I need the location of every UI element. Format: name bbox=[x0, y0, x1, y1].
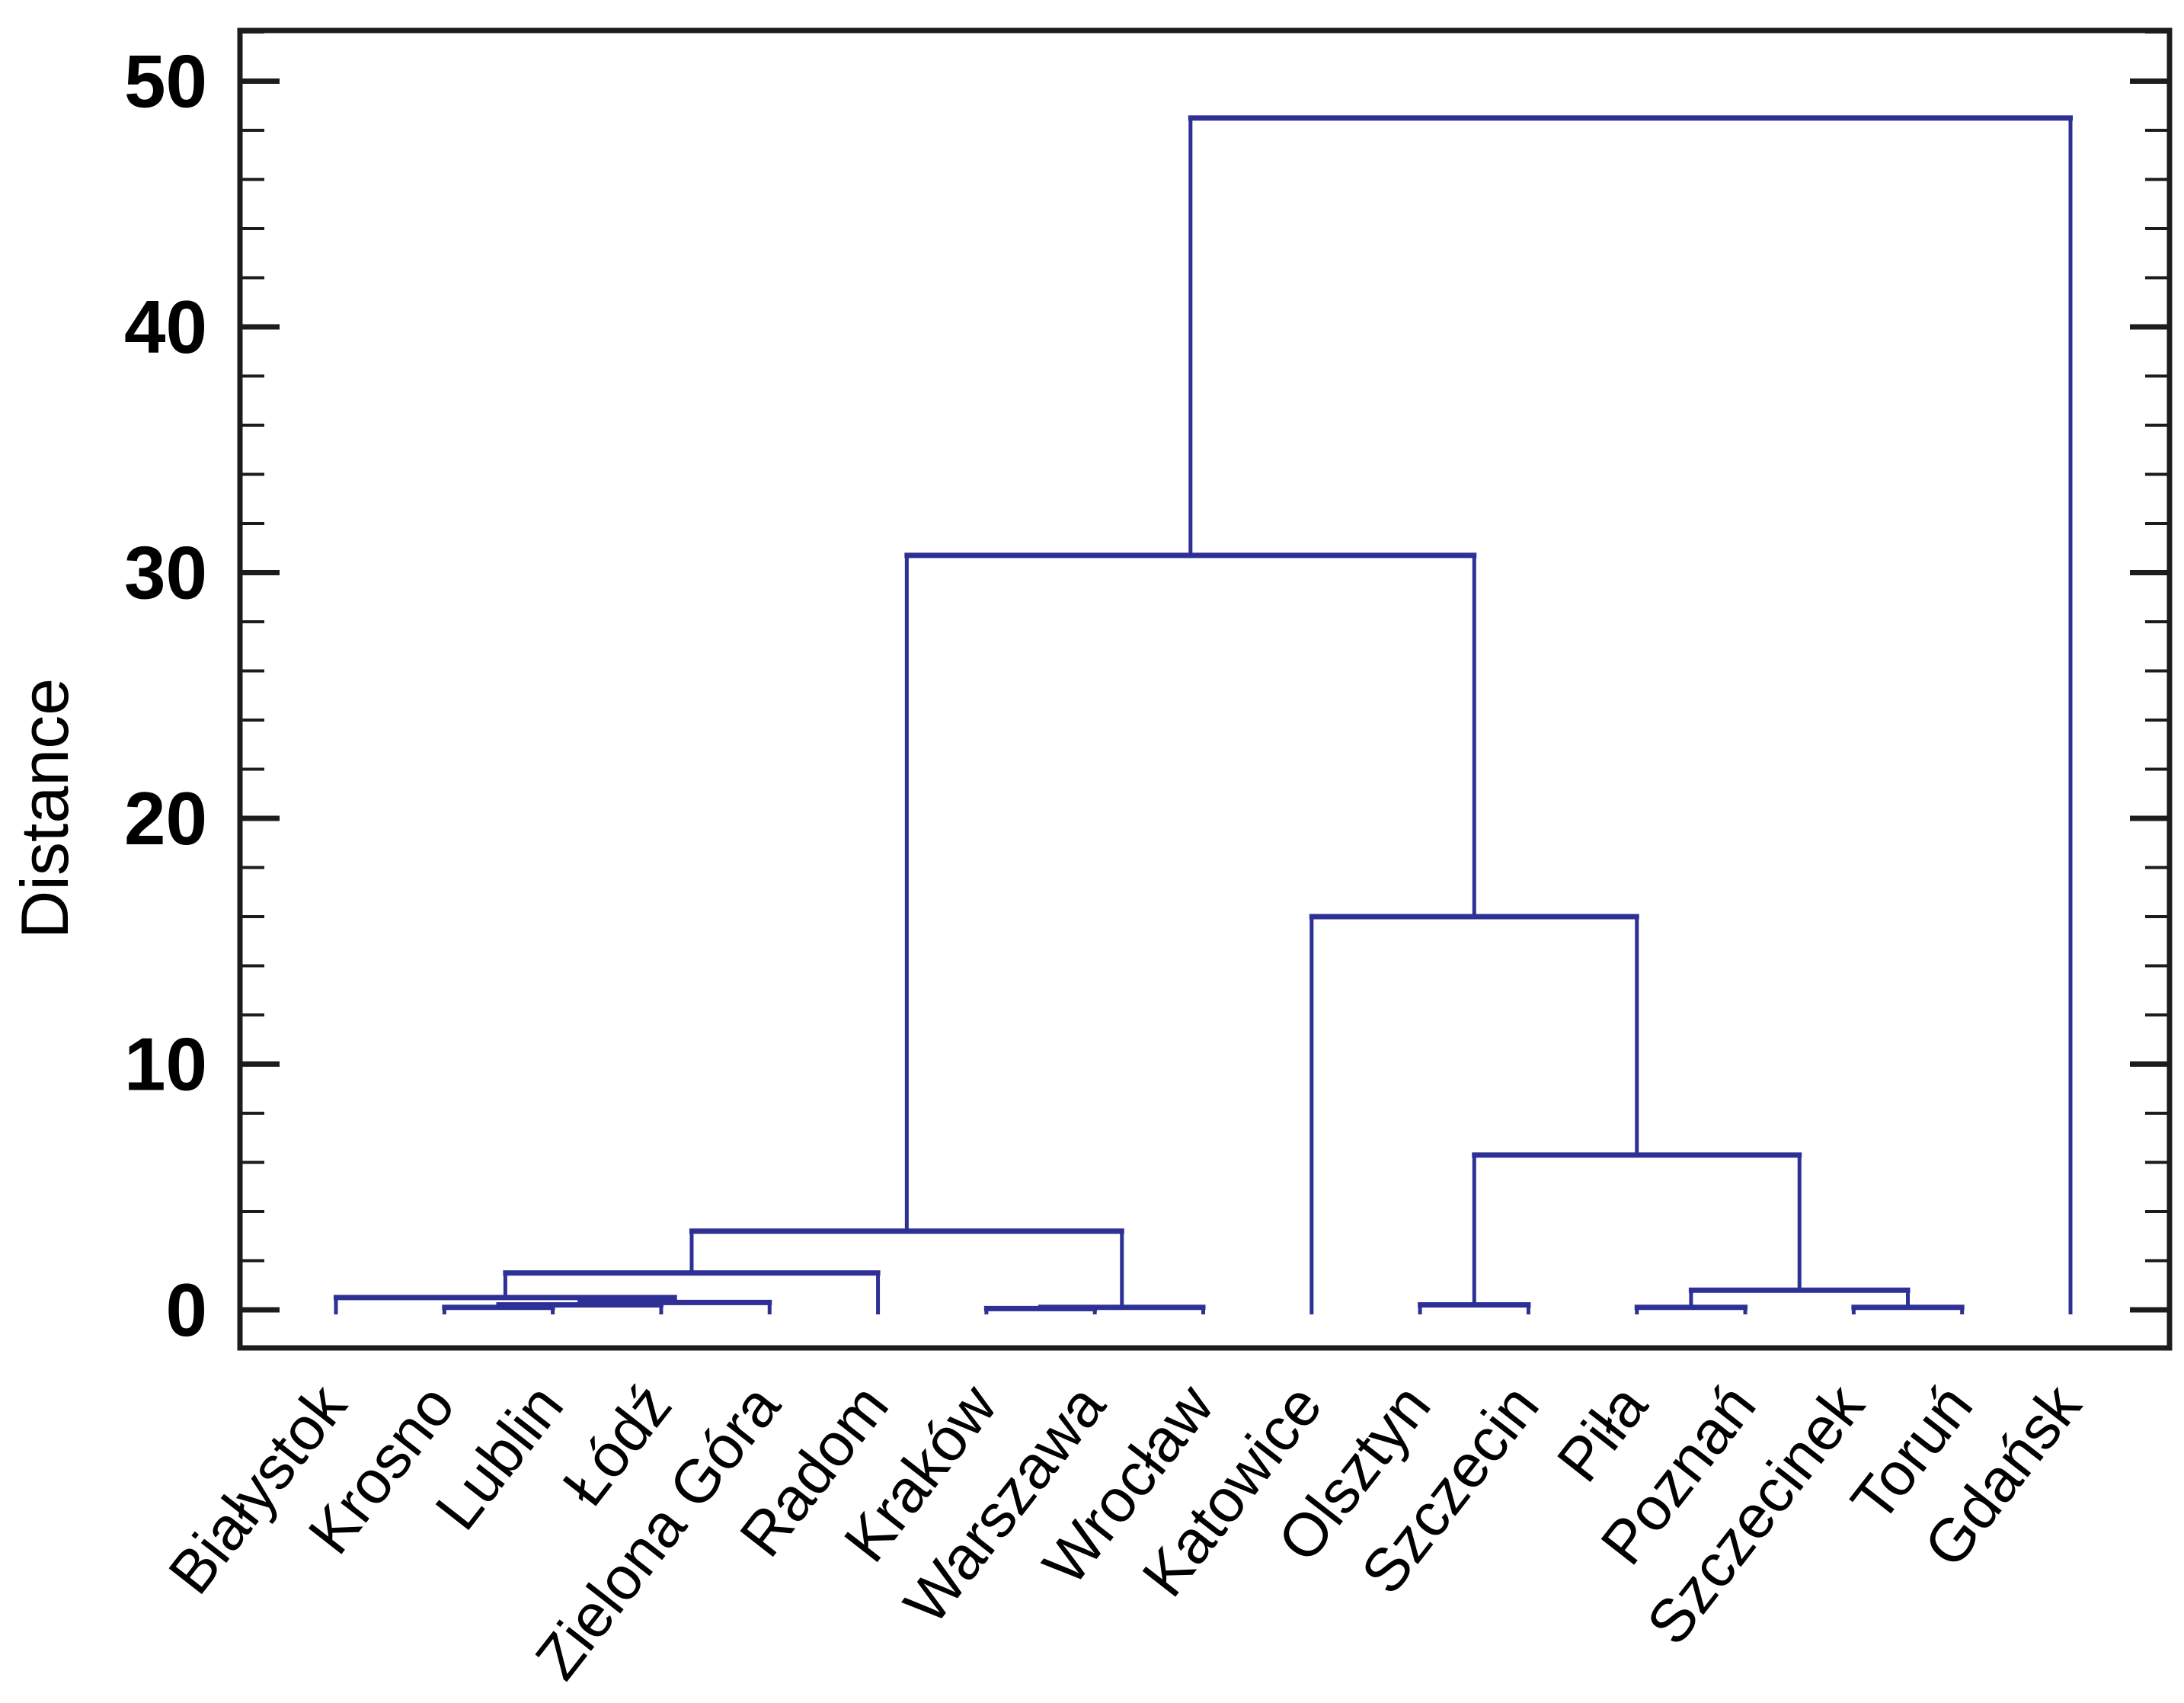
y-tick-label: 30 bbox=[124, 531, 207, 615]
y-tick-label: 50 bbox=[124, 40, 207, 123]
y-tick-label: 0 bbox=[165, 1268, 207, 1352]
y-tick-label: 40 bbox=[124, 285, 207, 369]
plot-border bbox=[237, 27, 2173, 1351]
y-axis-title: Distance bbox=[7, 677, 82, 940]
y-tick-label: 10 bbox=[124, 1023, 207, 1106]
y-tick-label: 20 bbox=[124, 776, 207, 860]
